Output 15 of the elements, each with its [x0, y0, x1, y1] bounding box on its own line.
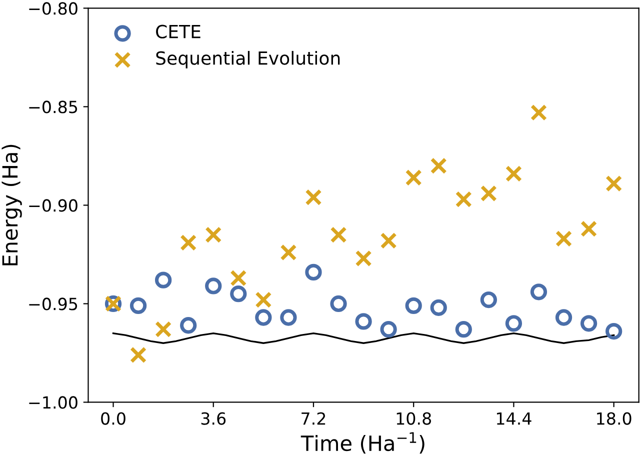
y-axis-title: Energy (Ha)	[2, 144, 22, 266]
x-tick-label: 7.2	[302, 412, 326, 425]
y-tick-label: −1.00	[29, 396, 78, 409]
x-tick-label: 3.6	[201, 412, 226, 425]
x-tick-label: 10.8	[396, 412, 432, 425]
x-tick-label: 0.0	[101, 412, 126, 425]
y-tick-label: −0.85	[29, 100, 78, 114]
y-tick-label: −0.90	[29, 199, 78, 212]
x-tick-label: 18.0	[597, 412, 632, 425]
legend-label: Sequential Evolution	[156, 50, 340, 68]
x-axis-title: Time (Ha$^{−1}$)	[300, 432, 424, 454]
y-tick-label: −0.80	[29, 2, 78, 15]
legend-label: CETE	[156, 24, 200, 38]
y-tick-label: −0.95	[29, 298, 78, 310]
x-tick-label: 14.4	[496, 412, 532, 425]
